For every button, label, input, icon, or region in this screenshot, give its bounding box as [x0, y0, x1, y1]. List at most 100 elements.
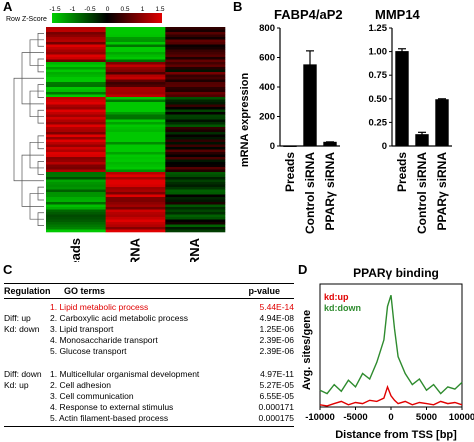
heatmap-cell [165, 124, 226, 128]
heatmap-cell [165, 132, 226, 135]
heatmap-cell [46, 184, 106, 188]
y-tick-label: 1.25 [369, 23, 388, 34]
heatmap-cell [46, 227, 106, 230]
y-tick-label: 800 [259, 23, 275, 34]
heatmap-cell [105, 204, 166, 208]
group-label: Kd: up [4, 380, 29, 390]
heatmap-cell [165, 104, 226, 108]
heatmap-cell [165, 229, 226, 233]
color-key-tick: -0.5 [84, 6, 96, 13]
panel-label-c: C [3, 262, 13, 277]
heatmap-cell [46, 44, 106, 48]
heatmap-cell [165, 154, 226, 158]
heatmap-cell [46, 69, 106, 73]
go-term: 1. Lipid metabolic process [50, 302, 149, 312]
heatmap-cell [165, 147, 226, 150]
series-line-kd-up [319, 384, 463, 407]
heatmap-cell [165, 217, 226, 220]
go-term: 3. Lipid transport [50, 324, 114, 334]
heatmap-cell [46, 52, 106, 55]
heatmap-cell [46, 79, 106, 83]
heatmap-cell [46, 34, 106, 38]
heatmap-cell [105, 152, 166, 155]
color-key-tick: 0 [106, 6, 110, 13]
heatmap-cell [105, 219, 166, 223]
heatmap-cell [165, 157, 226, 160]
heatmap-cell [105, 69, 166, 73]
heatmap-cell [46, 27, 106, 30]
x-tick-label: 10000 [449, 412, 474, 423]
y-axis-label: mRNA expression [239, 73, 251, 168]
heatmap-cell [105, 142, 166, 145]
heatmap-cell [46, 219, 106, 223]
heatmap-cell [105, 99, 166, 103]
heatmap-cell [165, 109, 226, 113]
heatmap-cell [105, 79, 166, 83]
heatmap-cell [46, 182, 106, 185]
heatmap-cell [105, 64, 166, 68]
heatmap-cell [46, 189, 106, 193]
heatmap-cell [165, 169, 226, 173]
heatmap-column-label: PPARγ siRNA [187, 237, 202, 262]
heatmap-cell [165, 194, 226, 198]
heatmap-cell [105, 117, 166, 120]
heatmap-cell [105, 154, 166, 158]
heatmap-cell [46, 77, 106, 80]
heatmap-cell [165, 37, 226, 40]
bar [323, 141, 337, 147]
heatmap-cell [105, 27, 166, 30]
heatmap-cell [105, 182, 166, 185]
heatmap-cell [105, 34, 166, 38]
heatmap-cell [165, 204, 226, 208]
heatmap-cell [105, 92, 166, 95]
p-value: 4.97E-11 [260, 369, 294, 379]
heatmap-cell [165, 82, 226, 85]
heatmap-cells [46, 27, 226, 233]
heatmap-cell [165, 62, 226, 65]
heatmap-cell [105, 72, 166, 75]
heatmap-cell [105, 229, 166, 233]
go-term: 2. Carboxylic acid metabolic process [50, 313, 188, 323]
heatmap-cell [105, 37, 166, 40]
heatmap-cell [105, 139, 166, 143]
heatmap-cell [105, 62, 166, 65]
heatmap-cell [165, 134, 226, 138]
heatmap-cell [165, 89, 226, 93]
heatmap-cell [105, 122, 166, 125]
heatmap-cell [46, 49, 106, 53]
heatmap-cell [46, 122, 106, 125]
heatmap-cell [46, 139, 106, 143]
heatmap-cell [165, 34, 226, 38]
heatmap-cell [105, 199, 166, 203]
heatmap-column-label: Control siRNA [128, 237, 143, 262]
heatmap-cell [46, 187, 106, 190]
heatmap-cell [165, 207, 226, 210]
bar [283, 145, 297, 147]
heatmap-cell [46, 97, 106, 100]
heatmap-cell [165, 29, 226, 33]
heatmap-cell [46, 102, 106, 105]
heatmap-cell [105, 132, 166, 135]
heatmap-cell [105, 202, 166, 205]
heatmap-cell [165, 87, 226, 90]
heatmap-cell [165, 164, 226, 168]
category-label: PPARγ siRNA [435, 152, 449, 231]
table-top-rule [4, 283, 294, 284]
heatmap-cell [105, 97, 166, 100]
heatmap-cell [165, 184, 226, 188]
heatmap-cell [46, 114, 106, 118]
heatmap-cell [105, 84, 166, 88]
heatmap-cell [46, 192, 106, 195]
heatmap-cell [105, 74, 166, 78]
heatmap-cell [46, 109, 106, 113]
heatmap-cell [165, 44, 226, 48]
column-header-regulation: Regulation [4, 286, 51, 296]
heatmap-cell [105, 209, 166, 213]
heatmap-cell [105, 87, 166, 90]
heatmap-cell [165, 72, 226, 75]
y-tick-label: 200 [259, 112, 275, 123]
heatmap-cell [165, 84, 226, 88]
heatmap-cell [105, 42, 166, 45]
mmp14-chart: 0 0.25 0.50 0.75 1.00 1.25 Preads Control siRNA… [369, 23, 452, 234]
heatmap-cell [165, 112, 226, 115]
